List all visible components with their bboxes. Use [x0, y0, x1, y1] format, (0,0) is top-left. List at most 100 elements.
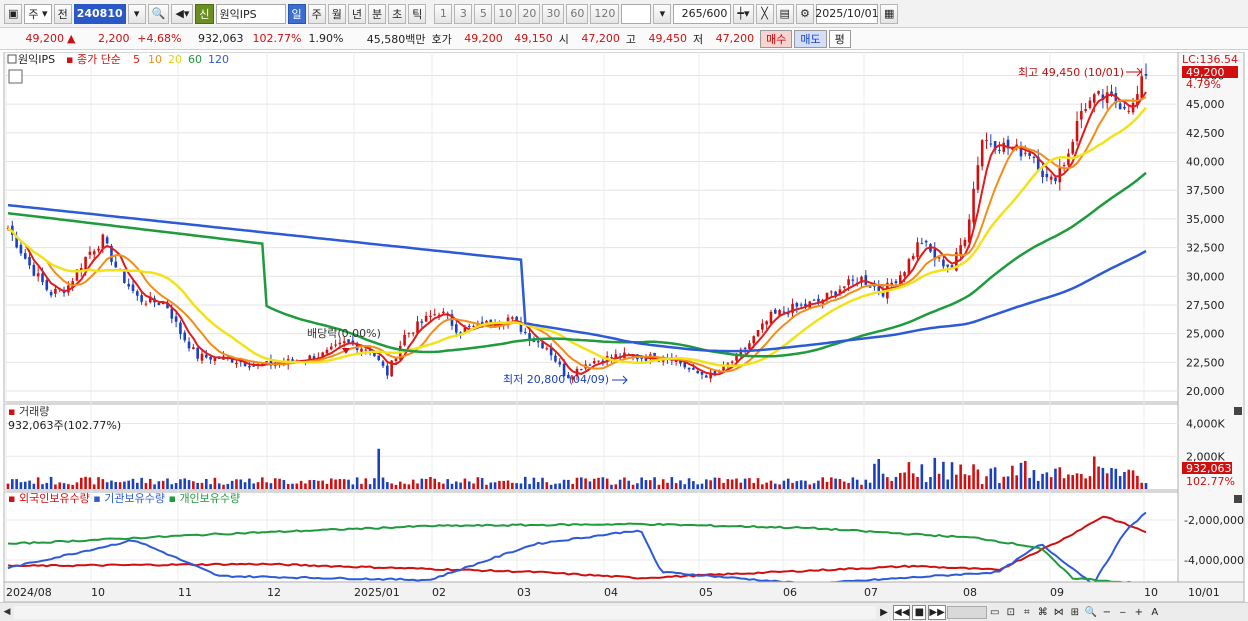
- candle-body: [75, 269, 79, 281]
- stock-code-input[interactable]: 240810: [73, 3, 126, 24]
- volume-bar: [62, 483, 66, 489]
- volume-bar: [670, 477, 674, 489]
- data-count-field[interactable]: 265/600: [673, 3, 732, 24]
- period-week-button[interactable]: 주: [307, 3, 326, 24]
- candle-body: [773, 309, 777, 314]
- candle-body: [347, 339, 350, 343]
- stock-chart[interactable]: 47,50045,00042,50040,00037,50035,00032,5…: [0, 52, 1248, 602]
- candle-body: [894, 281, 898, 284]
- zoom-search-icon[interactable]: 🔍: [1084, 606, 1097, 618]
- scroll-track[interactable]: [14, 605, 876, 619]
- chart-tool-5-icon[interactable]: ⋈: [1053, 606, 1064, 618]
- interval-1-button[interactable]: 1: [434, 3, 453, 24]
- zoom-in-icon[interactable]: +: [1134, 606, 1143, 618]
- volume-bar: [1002, 476, 1006, 489]
- volume-bar: [605, 478, 609, 489]
- period-second-button[interactable]: 초: [388, 3, 407, 24]
- volume-bar: [571, 483, 574, 489]
- interval-60-button[interactable]: 60: [566, 3, 589, 24]
- scroll-left-icon[interactable]: ◀: [3, 607, 11, 617]
- candle-body: [1006, 139, 1010, 149]
- font-size-icon[interactable]: A: [1151, 606, 1159, 618]
- volume-bar: [334, 479, 337, 489]
- forward-icon[interactable]: ▶▶: [928, 604, 946, 620]
- speaker-icon[interactable]: ◀▾: [171, 3, 194, 24]
- chart-tool-1-icon[interactable]: ▭: [990, 606, 1000, 618]
- period-day-button[interactable]: 일: [287, 3, 306, 24]
- rewind-icon[interactable]: ◀◀: [893, 604, 911, 620]
- volume-bar: [933, 457, 937, 489]
- legend-institution: 기관보유수량: [104, 492, 165, 505]
- volume-bar: [515, 483, 518, 489]
- volume-bar: [273, 478, 277, 489]
- current-price: 49,200: [25, 32, 65, 45]
- candle-body: [515, 316, 518, 322]
- save-icon[interactable]: ▤: [775, 3, 794, 24]
- price-tick-label: 42,500: [1186, 127, 1225, 140]
- volume-bar: [847, 482, 850, 489]
- volume-bar: [778, 484, 781, 489]
- period-month-button[interactable]: 월: [327, 3, 346, 24]
- chart-tool-2-icon[interactable]: ⊡: [1006, 606, 1015, 618]
- pyeong-button[interactable]: 평: [828, 29, 851, 48]
- interval-3-button[interactable]: 3: [454, 3, 473, 24]
- volume-bar: [200, 482, 204, 489]
- candle-body: [79, 268, 83, 271]
- chart-tool-6-icon[interactable]: ⊞: [1070, 606, 1079, 618]
- custom-interval-input[interactable]: [621, 3, 652, 24]
- prev-button[interactable]: 전: [53, 3, 72, 24]
- gear-icon[interactable]: ⚙: [795, 3, 814, 24]
- candle-body: [1084, 109, 1087, 111]
- period-year-button[interactable]: 년: [347, 3, 366, 24]
- volume-bar: [1114, 468, 1118, 489]
- volume-panel-close-icon[interactable]: [1234, 407, 1242, 415]
- lc-label: LC:136.54: [1182, 53, 1238, 66]
- interval-30-button[interactable]: 30: [542, 3, 565, 24]
- volume-bar: [101, 479, 105, 489]
- crosshair-icon[interactable]: ╳: [755, 3, 774, 24]
- volume-bar: [868, 482, 872, 489]
- candle-body: [1071, 141, 1075, 154]
- stop-icon[interactable]: ■: [912, 604, 927, 620]
- zoom-slider[interactable]: [946, 605, 987, 619]
- candle-body: [998, 149, 1001, 151]
- candle-settings-icon[interactable]: ┿▾: [733, 3, 754, 24]
- volume-bar: [756, 478, 760, 489]
- interval-20-button[interactable]: 20: [518, 3, 541, 24]
- candle-body: [467, 326, 471, 328]
- interval-10-button[interactable]: 10: [494, 3, 517, 24]
- candle-body: [187, 341, 191, 349]
- volume-bar: [295, 483, 299, 489]
- sell-button[interactable]: 매도: [794, 29, 827, 48]
- holding-panel-close-icon[interactable]: [1234, 495, 1242, 503]
- chart-tool-3-icon[interactable]: ⌗: [1023, 606, 1030, 618]
- volume-bar: [1032, 470, 1036, 489]
- period-tick-button[interactable]: 틱: [408, 3, 427, 24]
- play-icon[interactable]: ▶: [880, 606, 888, 618]
- code-dropdown-button[interactable]: ▾: [127, 3, 146, 24]
- candle-body: [1045, 173, 1049, 178]
- volume-bar: [523, 476, 527, 489]
- interval-5-button[interactable]: 5: [474, 3, 493, 24]
- date-input[interactable]: 2025/10/01: [815, 3, 879, 24]
- chart-tool-4-icon[interactable]: ⌘: [1037, 606, 1048, 618]
- zoom-reset-icon[interactable]: ‒: [1119, 606, 1126, 618]
- volume-bar: [446, 479, 449, 489]
- chart-menu-icon[interactable]: [8, 69, 23, 84]
- buy-button[interactable]: 매수: [760, 29, 793, 48]
- interval-120-button[interactable]: 120: [590, 3, 620, 24]
- zoom-out-icon[interactable]: −: [1102, 606, 1111, 618]
- x-axis-label: 2025/01: [354, 586, 400, 599]
- period-minute-button[interactable]: 분: [368, 3, 387, 24]
- chart-type-icon[interactable]: ▣: [4, 3, 23, 24]
- x-axis-label: 06: [783, 586, 797, 599]
- interval-dropdown-button[interactable]: ▾: [653, 3, 672, 24]
- holding-line-1: [7, 511, 1147, 586]
- search-icon[interactable]: 🔍: [147, 3, 170, 24]
- market-select[interactable]: 주 ▾: [24, 3, 52, 24]
- calendar-icon[interactable]: ▦: [879, 3, 899, 24]
- chart-area[interactable]: 47,50045,00042,50040,00037,50035,00032,5…: [0, 52, 1248, 602]
- candle-body: [541, 342, 544, 349]
- volume-bar: [265, 482, 268, 489]
- volume-bar: [88, 477, 92, 489]
